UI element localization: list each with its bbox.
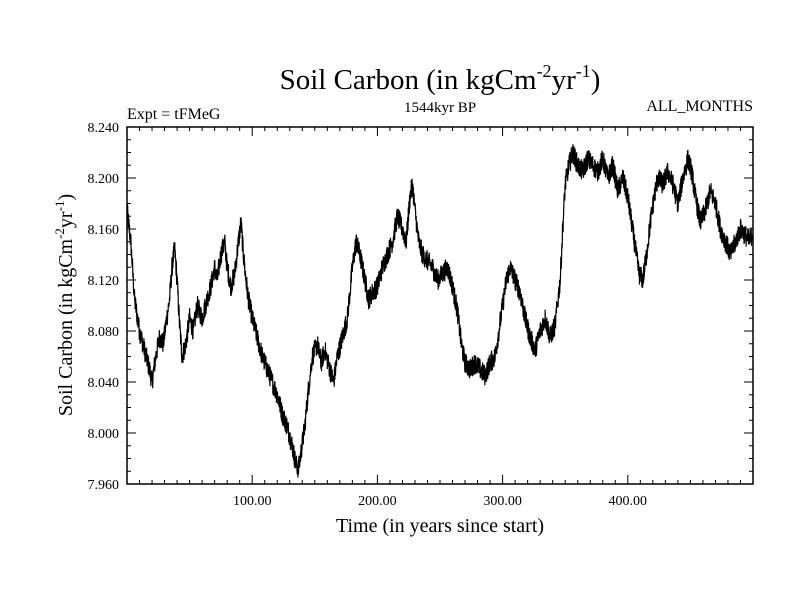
y-tick-label: 8.240 — [88, 121, 120, 136]
x-tick-label: 100.00 — [233, 494, 272, 509]
y-tick-label: 8.000 — [88, 427, 120, 442]
x-axis-label: Time (in years since start) — [336, 515, 544, 537]
y-axis-label-exponent-1: -2 — [52, 228, 67, 239]
y-tick-label: 8.080 — [88, 325, 120, 340]
y-axis-label: Soil Carbon (in kgCm-2yr-1) — [52, 194, 77, 416]
series-line-soil-carbon — [126, 144, 754, 478]
chart-title-text: Soil Carbon (in kgCm — [280, 64, 537, 96]
data-series — [126, 144, 754, 478]
x-tick-label: 400.00 — [609, 494, 648, 509]
axis-tick-labels: 7.960 8.000 8.040 8.080 8.120 8.160 8.200 8.240… — [88, 121, 648, 509]
y-tick-label: 7.960 — [88, 478, 120, 493]
chart-title: Soil Carbon (in kgCm-2yr-1) — [280, 61, 601, 96]
y-tick-label: 8.160 — [88, 223, 120, 238]
x-tick-label: 300.00 — [483, 494, 522, 509]
y-tick-label: 8.120 — [88, 274, 120, 289]
chart-title-unit-yr: yr — [552, 64, 577, 96]
y-axis-label-unit-yr: yr — [55, 211, 77, 228]
period-label: 1544kyr BP — [404, 100, 476, 116]
plot-frame — [126, 126, 754, 485]
y-axis-label-end: ) — [55, 194, 77, 201]
experiment-label: Expt = tFMeG — [127, 106, 221, 123]
y-tick-label: 8.040 — [88, 376, 120, 391]
y-tick-label: 8.200 — [88, 172, 120, 187]
chart-title-exponent-2: -1 — [576, 61, 591, 81]
chart-title-exponent-1: -2 — [537, 61, 552, 81]
x-tick-label: 200.00 — [358, 494, 397, 509]
chart-title-end: ) — [591, 64, 601, 96]
y-axis-label-text: Soil Carbon (in kgCm — [55, 238, 77, 416]
months-label: ALL_MONTHS — [646, 98, 753, 115]
y-axis-label-exponent-2: -1 — [52, 201, 67, 212]
